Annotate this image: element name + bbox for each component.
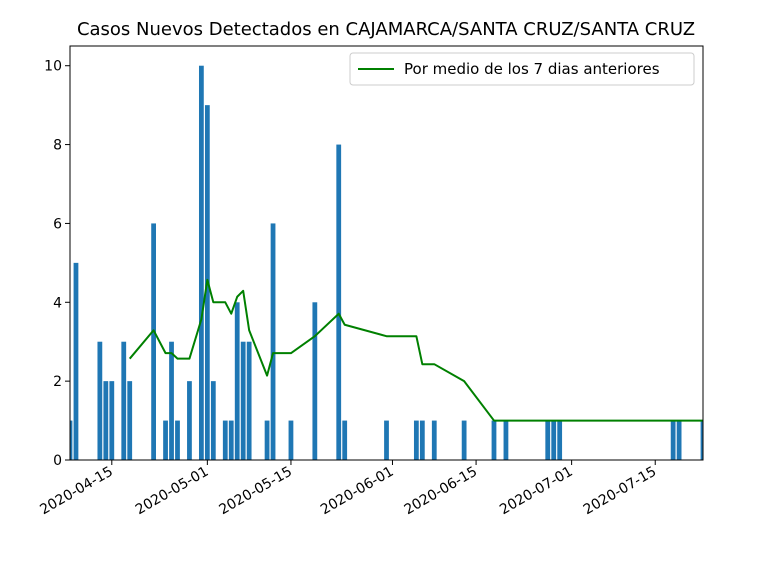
bar xyxy=(670,420,676,460)
bar xyxy=(491,420,497,460)
bar xyxy=(503,420,509,460)
y-tick-label: 8 xyxy=(53,138,62,154)
y-tick-label: 10 xyxy=(44,59,62,75)
legend-label: Por medio de los 7 dias anteriores xyxy=(404,60,660,78)
bar xyxy=(342,420,348,460)
bar xyxy=(151,223,156,460)
bar xyxy=(73,262,79,460)
bar xyxy=(97,341,103,460)
bar xyxy=(163,420,168,460)
bar xyxy=(121,341,127,460)
bar xyxy=(270,223,276,460)
y-tick-label: 4 xyxy=(53,295,62,311)
bar xyxy=(127,381,133,460)
bar xyxy=(198,65,204,460)
x-tick-label: 2020-06-15 xyxy=(402,464,480,519)
legend: Por medio de los 7 dias anteriores xyxy=(349,52,695,86)
bar xyxy=(240,341,246,460)
bar xyxy=(103,381,109,460)
bar xyxy=(700,420,703,460)
bar xyxy=(175,420,180,460)
bar xyxy=(169,341,174,460)
bar xyxy=(246,341,252,460)
bar xyxy=(413,420,419,460)
x-tick-label: 2020-07-01 xyxy=(497,464,575,519)
bar xyxy=(222,420,228,460)
bar xyxy=(384,420,389,460)
bar xyxy=(336,144,342,460)
legend-box xyxy=(349,52,695,86)
bar xyxy=(109,381,115,460)
x-tick-label: 2020-06-01 xyxy=(318,464,396,519)
y-tick-label: 0 xyxy=(53,453,62,469)
series-line xyxy=(128,278,703,422)
y-tick-label: 2 xyxy=(53,374,62,390)
x-tick-label: 2020-05-15 xyxy=(216,464,294,519)
bar xyxy=(431,420,437,460)
bar xyxy=(70,420,73,460)
x-tick-label: 2020-07-15 xyxy=(581,464,659,519)
bar xyxy=(288,420,294,460)
bar xyxy=(419,420,425,460)
bar xyxy=(312,302,318,460)
bar xyxy=(557,420,563,460)
bar xyxy=(461,420,467,460)
bar xyxy=(228,420,234,460)
bar xyxy=(545,420,551,460)
y-axis: 0 2 4 6 8 10 xyxy=(44,59,70,469)
x-axis: 2020-04-15 2020-05-01 2020-05-15 2020-06-01… xyxy=(37,460,659,518)
bar xyxy=(264,420,270,460)
chart-title: Casos Nuevos Detectados en CAJAMARCA/SAN… xyxy=(77,19,695,40)
bars-layer xyxy=(70,65,703,460)
x-tick-label: 2020-05-01 xyxy=(133,464,211,519)
bar xyxy=(234,302,240,460)
bar xyxy=(187,381,192,460)
bar xyxy=(210,381,216,460)
bar xyxy=(551,420,557,460)
line-layer xyxy=(128,278,703,422)
x-tick-label: 2020-04-15 xyxy=(37,464,115,519)
y-tick-label: 6 xyxy=(53,216,62,232)
plot-frame xyxy=(69,45,704,461)
bar xyxy=(676,420,682,460)
